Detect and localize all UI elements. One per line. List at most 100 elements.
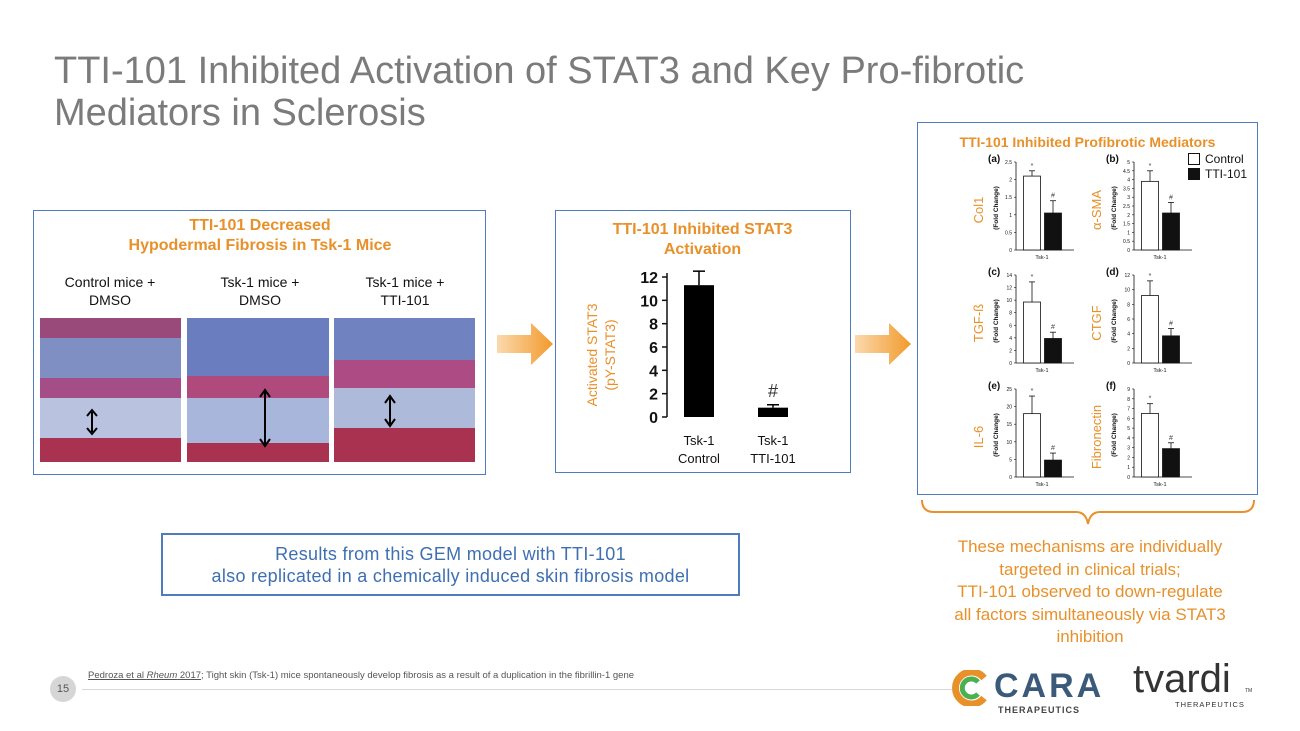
histology-image-tsk1-dmso <box>187 318 329 462</box>
x-tick-label: Tsk-1 <box>1035 368 1048 374</box>
legend-control-swatch <box>1188 153 1200 165</box>
y-tick-label: 3 <box>1127 446 1130 452</box>
y-tick-label: 2 <box>1127 455 1130 461</box>
x-tick-label: Tsk-1 <box>683 433 714 448</box>
fibrosis-panel-title: TTI-101 Decreased Hypodermal Fibrosis in… <box>60 216 460 256</box>
image-label-tsk1-tti101: Tsk-1 mice + TTI-101 <box>335 273 475 309</box>
y-tick-label: 10 <box>1006 298 1012 304</box>
stat3-bar-chart: Activated STAT3 (pY-STAT3) 0 2 4 6 8 10 12 Tsk-1 C… <box>584 270 796 466</box>
image-label-line: DMSO <box>89 292 131 308</box>
footnote-reference[interactable]: Pedroza et al Rheum 2017 <box>88 670 201 681</box>
panel-letter: (d) <box>1106 267 1119 278</box>
footnote-author: Pedroza et al <box>88 670 144 681</box>
y-tick-label: 2.5 <box>1123 204 1130 210</box>
marker-label: α-SMA <box>1089 190 1104 230</box>
slide-title: TTI-101 Inhibited Activation of STAT3 an… <box>54 50 1154 134</box>
tvardi-tm: TM <box>1245 688 1253 694</box>
stat3-title-line-2: Activation <box>663 241 742 258</box>
x-tick-label: TTI-101 <box>750 451 796 466</box>
page-number: 15 <box>50 676 76 702</box>
bar <box>1023 175 1041 251</box>
y-tick-label: 1 <box>1127 465 1130 471</box>
x-tick-label: Tsk-1 <box>1153 255 1166 261</box>
bar <box>1141 295 1159 364</box>
y-tick-label: 0.5 <box>1123 239 1130 245</box>
y-tick-label: 8 <box>1127 397 1130 403</box>
y-tick-label: 4 <box>1009 336 1012 342</box>
significance-marker: # <box>768 381 778 401</box>
y-tick-label: 6 <box>1009 323 1012 329</box>
y-axis-label: Activated STAT3 <box>584 303 600 406</box>
y-axis-label: (Fold Change) <box>1111 299 1118 343</box>
y-tick-label: 8 <box>1009 311 1012 317</box>
y-tick-label: 2 <box>1009 178 1012 184</box>
stat3-title-line-1: TTI-101 Inhibited STAT3 <box>612 221 793 238</box>
image-label-line: Tsk-1 mice + <box>365 274 445 290</box>
image-label-line: TTI-101 <box>380 292 430 308</box>
y-tick-label: 0 <box>1009 475 1012 481</box>
bar <box>1162 448 1180 478</box>
y-tick-label: 25 <box>1006 387 1012 393</box>
cara-subtitle: THERAPEUTICS <box>998 705 1081 715</box>
y-tick-label: 15 <box>1006 422 1012 428</box>
y-tick-label: 0.5 <box>1005 230 1012 236</box>
bar <box>1162 212 1180 251</box>
stat3-panel-title: TTI-101 Inhibited STAT3 Activation <box>560 220 845 260</box>
y-tick-label: 10 <box>1124 288 1130 294</box>
x-tick-label: Control <box>678 451 720 466</box>
significance-marker: # <box>1051 445 1055 452</box>
mediators-panel <box>917 122 1258 495</box>
legend: Control TTI-101 <box>1188 152 1247 181</box>
marker-label: Col1 <box>971 197 986 224</box>
y-axis-label: (Fold Change) <box>993 186 1000 230</box>
y-tick-label: 4 <box>1127 436 1130 442</box>
y-tick-label: 9 <box>1127 387 1130 393</box>
y-tick-label: 20 <box>1006 405 1012 411</box>
y-tick-label: 3 <box>1127 195 1130 201</box>
results-box: Results from this GEM model with TTI-101… <box>161 533 740 596</box>
image-label-tsk1-dmso: Tsk-1 mice + DMSO <box>190 273 330 309</box>
histology-image-control <box>40 318 181 462</box>
panel-letter: (e) <box>988 381 1000 392</box>
bar <box>1044 212 1062 251</box>
mini-chart-ctgf: (d) CTGF (Fold Change) 0 2 4 6 8 10 12 * # Tsk-1 <box>1089 267 1192 374</box>
footnote-journal: Rheum <box>146 670 178 681</box>
image-label-line: DMSO <box>239 292 281 308</box>
footer-divider <box>82 689 952 690</box>
y-tick-label: 4 <box>1127 178 1130 184</box>
x-tick-label: Tsk-1 <box>1153 368 1166 374</box>
brace-icon <box>921 499 1255 525</box>
marker-label: TGF-ß <box>971 304 986 342</box>
footnote: Pedroza et al Rheum 2017; Tight skin (Ts… <box>88 670 634 681</box>
bar <box>684 285 714 417</box>
marker-label: Fibronectin <box>1089 405 1104 469</box>
significance-marker: # <box>1169 321 1173 328</box>
y-tick-label: 4 <box>1127 332 1130 338</box>
significance-marker: * <box>1031 274 1034 281</box>
y-tick-label: 2 <box>1127 213 1130 219</box>
right-arrow-icon <box>497 323 553 365</box>
y-axis-label: (Fold Change) <box>1111 186 1118 230</box>
y-tick-label: 6 <box>1127 416 1130 422</box>
y-tick-label: 4.5 <box>1123 169 1130 175</box>
y-tick-label: 6 <box>1127 317 1130 323</box>
mechanisms-line: These mechanisms are individually <box>957 537 1223 556</box>
y-tick-label: 1.5 <box>1123 222 1130 228</box>
y-tick-label: 12 <box>1006 286 1012 292</box>
results-line-1: Results from this GEM model with TTI-101 <box>275 544 626 564</box>
y-axis-label: (Fold Change) <box>1111 413 1118 457</box>
y-tick-label: 0 <box>1009 248 1012 254</box>
bar <box>1141 413 1159 478</box>
y-tick-label: 5 <box>1127 160 1130 166</box>
legend-control: Control <box>1188 152 1247 166</box>
significance-marker: # <box>1169 435 1173 442</box>
cara-logo: CARA THERAPEUTICS <box>948 665 1101 715</box>
footnote-text: ; Tight skin (Tsk-1) mice spontaneously … <box>201 670 635 681</box>
significance-marker: # <box>1169 194 1173 201</box>
y-tick-label: 0 <box>1009 361 1012 367</box>
tvardi-subtitle: THERAPEUTICS <box>1175 700 1245 709</box>
bar <box>1044 338 1062 364</box>
mechanisms-line: targeted in clinical trials; <box>999 559 1181 579</box>
y-tick-label: 2.5 <box>1005 160 1012 166</box>
y-tick-label: 8 <box>1127 302 1130 308</box>
